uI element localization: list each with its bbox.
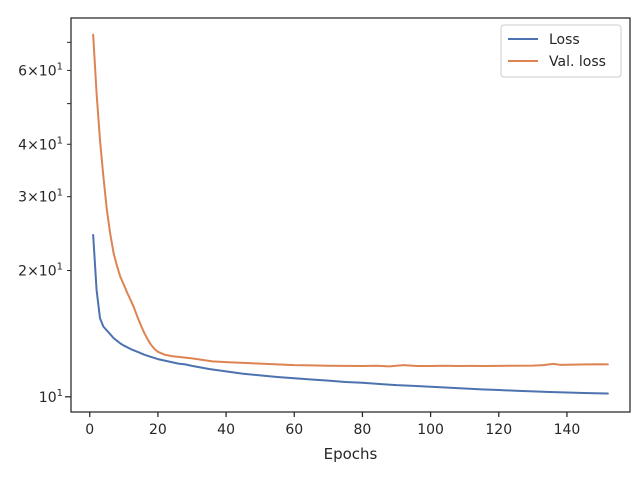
series-line-2 — [92, 33, 609, 368]
x-axis-label: Epochs — [324, 445, 378, 463]
legend-label-1: Loss — [549, 32, 580, 48]
x-tick-label-40: 40 — [217, 422, 235, 438]
x-axis: 0 20 40 60 80 100 120 140 — [85, 412, 580, 438]
x-tick-label-120: 120 — [485, 422, 512, 438]
legend-label-2: Val. loss — [549, 54, 606, 70]
legend: Loss Val. loss — [500, 24, 622, 78]
x-tick-label-140: 140 — [554, 422, 581, 438]
axes-frame — [70, 17, 631, 413]
x-tick-label-100: 100 — [417, 422, 444, 438]
plot-area — [70, 17, 631, 413]
x-tick-label-80: 80 — [354, 422, 372, 438]
x-tick-label-60: 60 — [285, 422, 303, 438]
x-tick-label-0: 0 — [85, 422, 94, 438]
y-minor-tick-label-60: 6×101 — [18, 61, 63, 79]
y-axis: 101 2×101 3×101 4×101 6×101 — [18, 41, 71, 406]
y-minor-tick-label-40: 4×101 — [18, 135, 63, 153]
x-tick-label-20: 20 — [149, 422, 167, 438]
y-minor-tick-label-30: 3×101 — [18, 188, 63, 206]
series-line-1 — [92, 234, 609, 395]
series-layer — [92, 33, 609, 395]
y-minor-tick-label-20: 2×101 — [18, 262, 63, 280]
y-major-tick-label-10: 101 — [39, 388, 63, 406]
